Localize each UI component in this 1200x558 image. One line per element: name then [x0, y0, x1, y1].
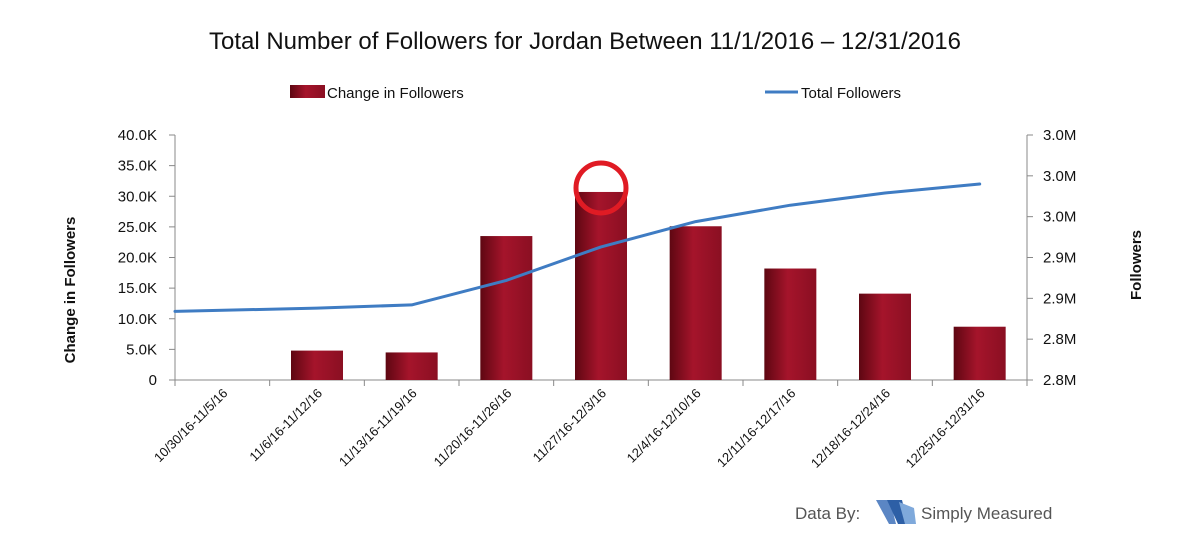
bar-series — [291, 191, 1006, 380]
y-axis-title-right: Followers — [1128, 230, 1145, 300]
credit-prefix: Data By: — [795, 504, 860, 523]
x-tick-label: 11/27/16-12/3/16 — [530, 386, 609, 465]
bar-change-in-followers — [669, 226, 722, 380]
line-series — [173, 182, 982, 313]
left-tick-label: 15.0K — [118, 280, 157, 297]
left-tick-label: 20.0K — [118, 250, 157, 267]
legend: Change in Followers Total Followers — [290, 85, 901, 102]
right-tick-label: 3.0M — [1043, 168, 1076, 185]
left-tick-label: 10.0K — [118, 311, 157, 328]
left-tick-label: 40.0K — [118, 127, 157, 144]
legend-swatch-change-in-followers — [290, 85, 325, 98]
left-tick-label: 30.0K — [118, 188, 157, 205]
simply-measured-logo-icon — [876, 500, 916, 524]
bar-change-in-followers — [953, 326, 1006, 380]
left-tick-label: 25.0K — [118, 219, 157, 236]
x-tick-label: 11/20/16-11/26/16 — [431, 386, 515, 470]
left-tick-label: 35.0K — [118, 158, 157, 175]
legend-label-total-followers: Total Followers — [801, 85, 901, 102]
x-tick-label: 10/30/16-11/5/16 — [151, 386, 230, 465]
highlight-circle — [573, 160, 629, 216]
data-credit: Data By: Simply Measured — [795, 500, 1052, 524]
right-tick-label: 2.9M — [1043, 290, 1076, 307]
x-axis-ticks: 10/30/16-11/5/16 11/6/16-11/12/16 11/13/16… — [151, 380, 1028, 471]
left-axis-ticks: 0 5.0K 10.0K 15.0K 20.0K 25.0K 30.0K 35.0K 40.0K — [118, 127, 175, 389]
right-tick-label: 2.9M — [1043, 250, 1076, 267]
right-tick-label: 3.0M — [1043, 127, 1076, 144]
x-tick-label: 12/11/16-12/17/16 — [714, 386, 799, 471]
y-axis-title-left: Change in Followers — [62, 217, 79, 364]
x-tick-label: 12/4/16-12/10/16 — [624, 386, 704, 466]
chart-title: Total Number of Followers for Jordan Bet… — [209, 28, 961, 55]
right-tick-label: 3.0M — [1043, 209, 1076, 226]
annotations — [573, 160, 629, 216]
left-tick-label: 5.0K — [126, 341, 157, 358]
x-tick-label: 11/13/16-11/19/16 — [336, 386, 420, 470]
bar-change-in-followers — [385, 352, 438, 380]
right-tick-label: 2.8M — [1043, 372, 1076, 389]
right-tick-label: 2.8M — [1043, 331, 1076, 348]
bar-change-in-followers — [480, 236, 533, 380]
bar-change-in-followers — [575, 191, 627, 380]
right-axis-ticks: 2.8M 2.8M 2.9M 2.9M 3.0M 3.0M 3.0M — [1027, 127, 1076, 389]
bar-change-in-followers — [291, 350, 343, 380]
credit-brand: Simply Measured — [921, 504, 1052, 523]
bar-change-in-followers — [859, 293, 911, 380]
x-tick-label: 12/18/16-12/24/16 — [808, 386, 893, 471]
x-tick-label: 11/6/16-11/12/16 — [246, 386, 325, 465]
legend-label-change-in-followers: Change in Followers — [327, 85, 464, 102]
left-tick-label: 0 — [149, 372, 157, 389]
bar-change-in-followers — [764, 268, 817, 380]
x-tick-label: 12/25/16-12/31/16 — [903, 386, 988, 471]
line-total-followers — [173, 182, 982, 313]
